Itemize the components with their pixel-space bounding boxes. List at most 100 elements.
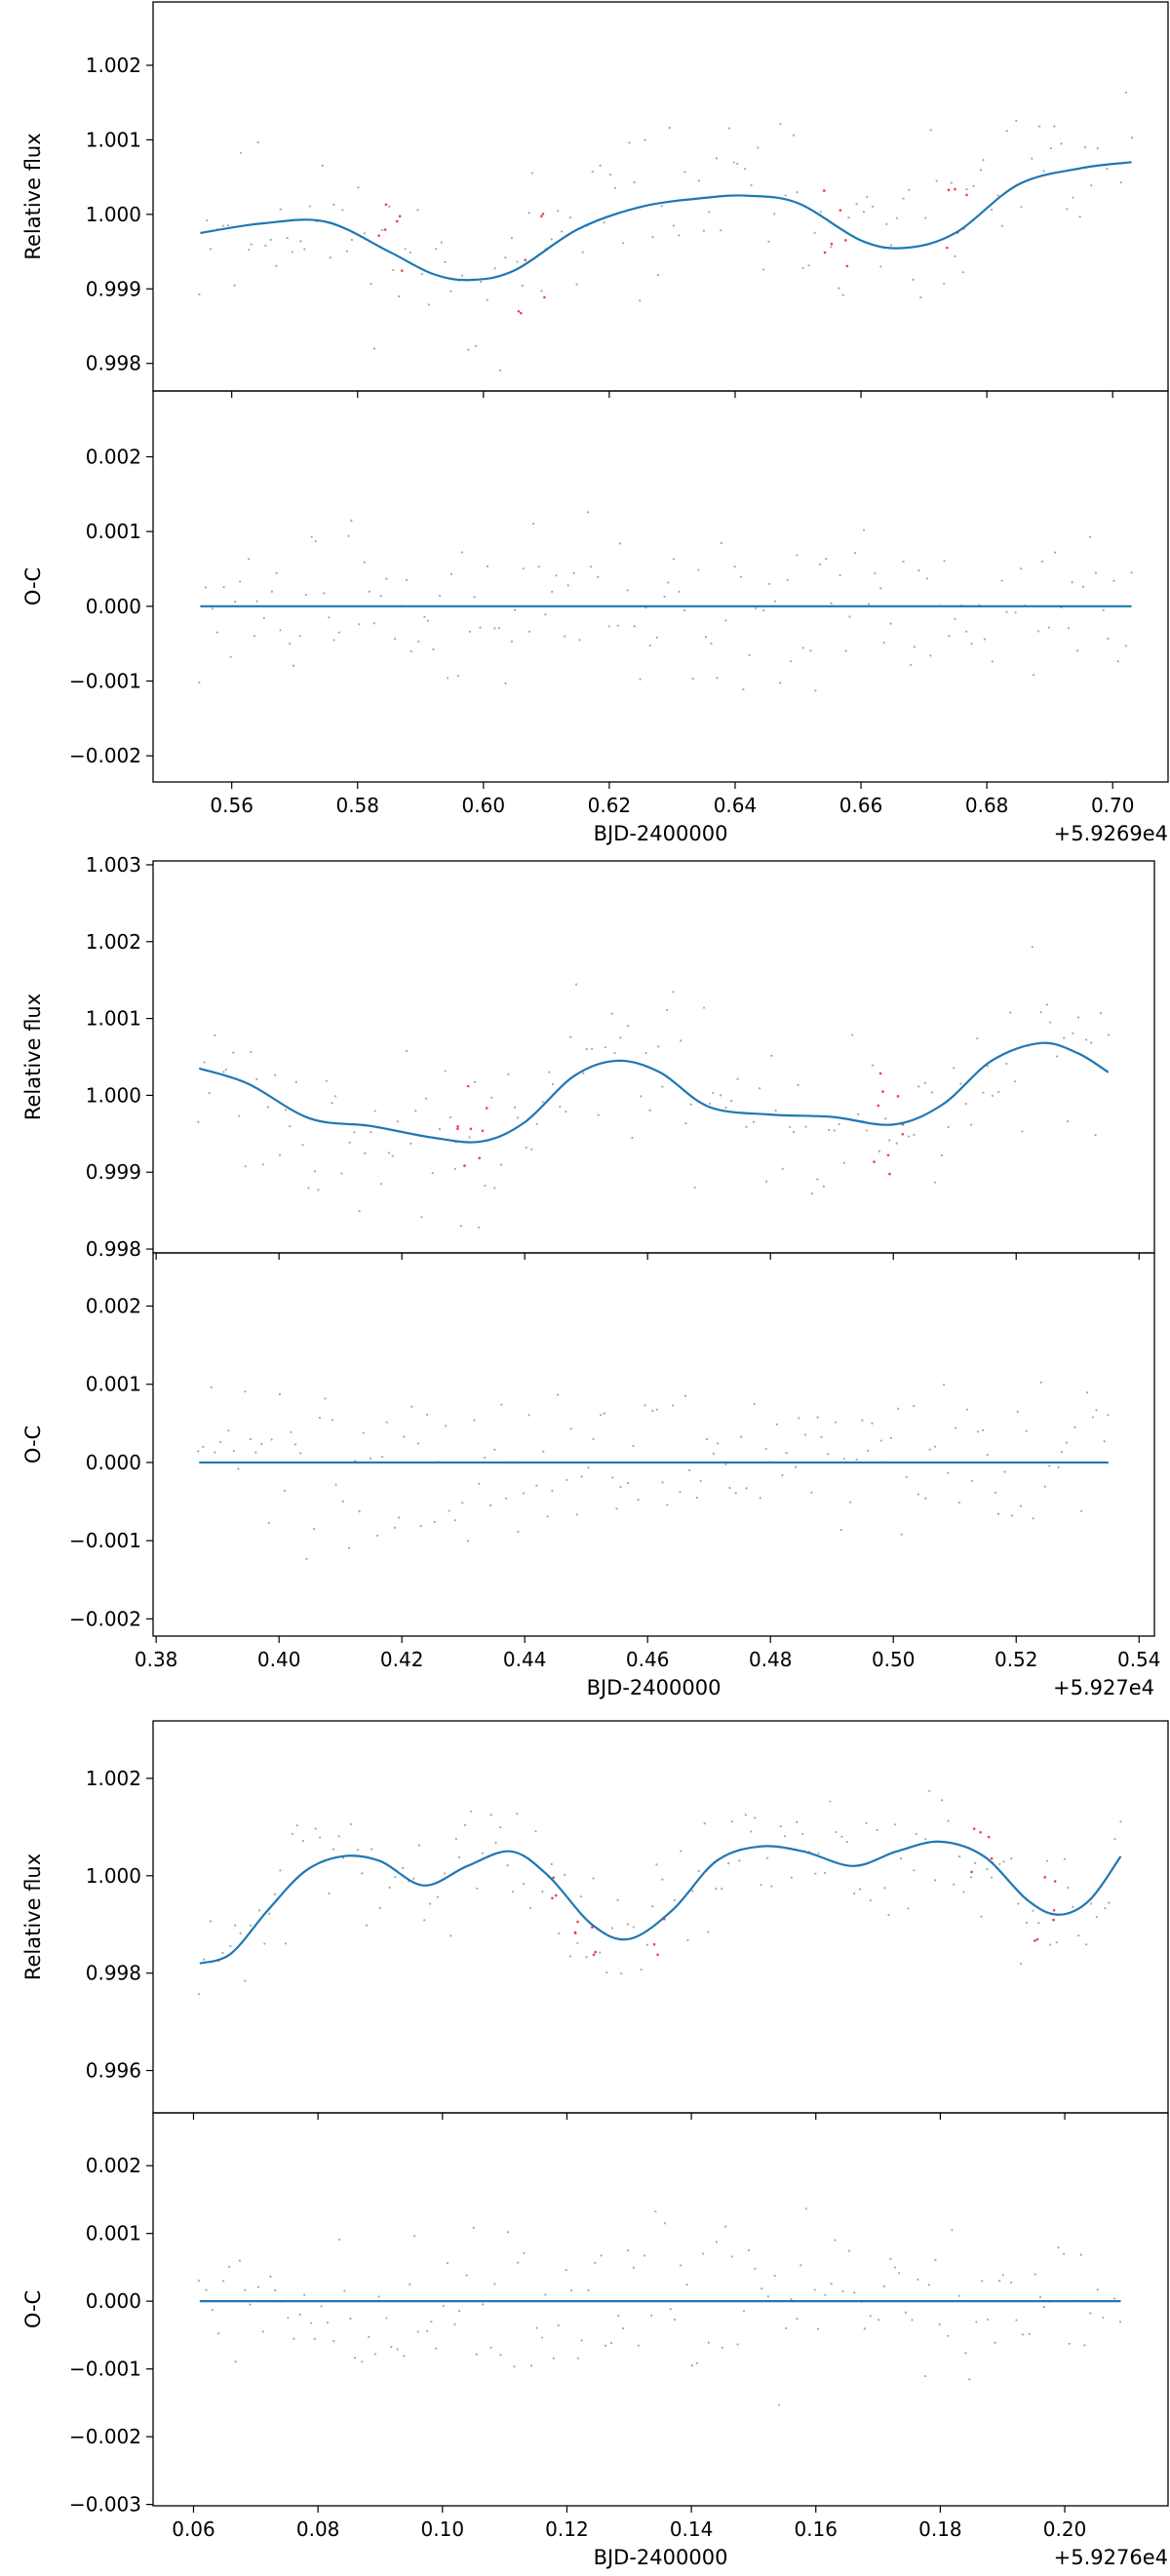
data-point (284, 1942, 288, 1945)
data-point (930, 1091, 934, 1094)
data-point (968, 2378, 971, 2381)
data-point (610, 1927, 614, 1930)
data-point (810, 1192, 814, 1195)
chart-panel-4: 0.38 0.40 0.42 0.44 0.46 0.48 0.50 0.52 0.54 −0.0… (21, 1252, 1161, 1699)
data-point (566, 584, 569, 587)
data-point (591, 170, 594, 174)
data-point (917, 1085, 920, 1088)
data-point (1005, 610, 1008, 613)
chart-panel-6: 0.06 0.08 0.10 0.12 0.14 0.16 0.18 0.20 −0.003 −0… (21, 2112, 1169, 2569)
data-point (416, 209, 419, 212)
data-point (814, 1872, 817, 1875)
data-point (871, 1422, 874, 1425)
data-point (889, 2257, 892, 2260)
data-point (798, 1417, 800, 1420)
outlier-point (823, 251, 827, 254)
data-point (616, 624, 619, 627)
data-point (814, 689, 817, 692)
data-point (708, 211, 711, 214)
data-point (893, 1823, 896, 1826)
data-point (828, 1128, 831, 1131)
data-point (404, 248, 407, 251)
data-point (274, 1073, 277, 1076)
data-point (626, 2249, 630, 2252)
data-point (592, 1437, 595, 1440)
data-point (878, 1150, 880, 1152)
data-point (666, 1503, 669, 1506)
data-point (516, 1116, 519, 1119)
data-point (510, 236, 513, 240)
outlier-point (652, 1942, 656, 1946)
data-point (248, 558, 251, 561)
data-point (610, 1012, 613, 1015)
data-point (279, 1869, 282, 1872)
data-point (990, 1876, 994, 1879)
data-point (423, 615, 426, 618)
data-point (819, 563, 822, 566)
data-point (640, 1095, 643, 1098)
data-point (1005, 130, 1008, 133)
data-point (260, 1442, 263, 1446)
data-point (560, 230, 564, 233)
data-point (874, 572, 877, 575)
data-point (504, 256, 507, 259)
data-point (717, 1442, 720, 1445)
data-point (1037, 1922, 1040, 1925)
data-point (1033, 674, 1035, 677)
data-point (255, 1077, 258, 1080)
data-point (777, 2403, 781, 2406)
data-point (279, 629, 282, 632)
data-point (715, 157, 719, 160)
data-point (206, 218, 209, 222)
data-point (550, 238, 553, 241)
data-point (392, 268, 395, 272)
outlier-point (844, 239, 847, 242)
data-point (1096, 2288, 1099, 2291)
y-axis-label: O-C (21, 1425, 45, 1464)
data-point (1038, 125, 1041, 128)
data-point (1119, 1820, 1122, 1823)
data-point (734, 1492, 737, 1495)
data-point (838, 573, 841, 577)
data-point (436, 1895, 440, 1898)
data-point (958, 1855, 961, 1858)
data-point (673, 1898, 676, 1901)
data-point (882, 2284, 885, 2288)
data-point (954, 1426, 957, 1429)
data-point (467, 348, 470, 351)
data-point (620, 1972, 623, 1975)
data-point (1085, 1038, 1088, 1041)
data-point (1083, 2344, 1086, 2347)
data-point (934, 1181, 937, 1184)
data-point (1089, 1902, 1093, 1905)
data-point (683, 171, 686, 174)
data-point (1063, 1036, 1066, 1039)
data-point (633, 180, 636, 184)
data-point (380, 228, 384, 232)
data-point (486, 565, 489, 567)
data-point (438, 1128, 441, 1131)
data-point (372, 347, 376, 350)
y-tick-label: 1.000 (86, 203, 141, 226)
data-point (762, 608, 765, 612)
data-point (517, 1530, 520, 1534)
data-point (816, 1178, 819, 1181)
data-point (439, 594, 442, 597)
data-point (429, 1902, 432, 1905)
data-point (1014, 611, 1017, 614)
data-point (721, 2346, 723, 2349)
data-point (1009, 1011, 1012, 1014)
data-point (269, 238, 272, 242)
data-point (924, 216, 927, 219)
data-point (730, 1820, 734, 1823)
data-point (453, 1167, 456, 1171)
data-point (331, 1102, 333, 1105)
data-point (249, 1924, 253, 1927)
data-point (457, 1855, 461, 1859)
data-point (565, 2268, 567, 2272)
data-point (198, 681, 201, 684)
data-point (478, 1482, 481, 1485)
data-point (287, 2317, 290, 2320)
data-point (222, 1071, 225, 1073)
data-point (829, 1800, 832, 1803)
